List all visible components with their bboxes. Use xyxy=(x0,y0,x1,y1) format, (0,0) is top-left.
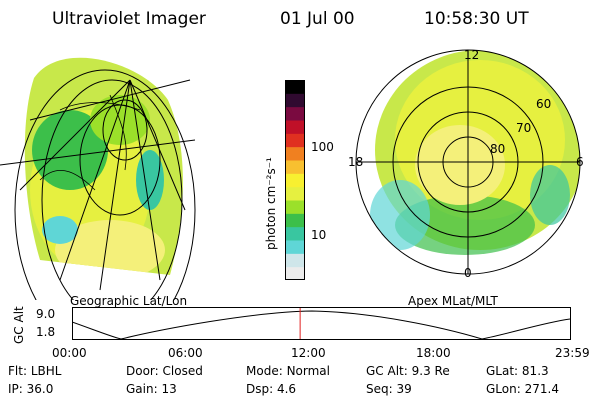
colorbar-band xyxy=(285,266,305,281)
polar-map: 12 18 6 0 60 70 80 xyxy=(348,48,584,280)
instrument-title: Ultraviolet Imager xyxy=(52,9,206,29)
altitude-curve xyxy=(72,310,571,340)
lat-label-70: 70 xyxy=(516,121,531,135)
timeline-xtick-1800: 18:00 xyxy=(416,346,451,360)
colorbar-band xyxy=(285,213,305,228)
status-dsp: Dsp: 4.6 xyxy=(246,382,297,396)
status-gain: Gain: 13 xyxy=(126,382,177,396)
colorbar-band xyxy=(285,173,305,188)
timeline-xtick-0000: 00:00 xyxy=(52,346,87,360)
colorbar-band xyxy=(285,200,305,214)
colorbar xyxy=(285,80,305,281)
mlt-label-6: 6 xyxy=(576,155,584,169)
altitude-timeline xyxy=(72,307,571,340)
colorbar-band xyxy=(285,106,305,121)
colorbar-band xyxy=(285,133,305,148)
colorbar-border xyxy=(285,80,305,280)
status-glat: GLat: 81.3 xyxy=(486,364,549,378)
date-label: 01 Jul 00 xyxy=(280,9,355,29)
colorbar-band xyxy=(285,240,305,254)
colorbar-band xyxy=(285,226,305,241)
colorbar-tick-100: 100 xyxy=(311,140,334,154)
timeline-xtick-1200: 12:00 xyxy=(291,346,326,360)
polar-grid xyxy=(355,49,581,275)
timeline-ytick-9: 9.0 xyxy=(36,307,56,321)
status-gc-alt: GC Alt: 9.3 Re xyxy=(366,364,450,378)
mlt-label-12: 12 xyxy=(464,48,479,62)
colorbar-band xyxy=(285,80,305,94)
status-glon: GLon: 271.4 xyxy=(486,382,559,396)
colorbar-gradient xyxy=(285,80,305,281)
status-flt: Flt: LBHL xyxy=(8,364,62,378)
status-seq: Seq: 39 xyxy=(366,382,412,396)
geographic-grid xyxy=(0,69,196,300)
colorbar-band xyxy=(285,146,305,161)
colorbar-band xyxy=(285,160,305,174)
timeline-xtick-0600: 06:00 xyxy=(168,346,203,360)
timeline-xtick-2359: 23:59 xyxy=(555,346,590,360)
timeline-ylabel: GC Alt xyxy=(12,306,26,344)
lat-label-80: 80 xyxy=(490,142,505,156)
mlt-label-18: 18 xyxy=(348,155,363,169)
colorbar-band xyxy=(285,93,305,108)
colorbar-tick-10: 10 xyxy=(311,228,327,242)
status-ip: IP: 36.0 xyxy=(8,382,54,396)
timeline-ytick-1-8: 1.8 xyxy=(36,325,56,339)
time-label: 10:58:30 UT xyxy=(424,9,529,29)
colorbar-unit-label: photon cm⁻²s⁻¹ xyxy=(264,157,278,250)
polar-map-label: Apex MLat/MLT xyxy=(408,294,498,308)
lat-label-60: 60 xyxy=(536,97,551,111)
geographic-map xyxy=(0,57,196,300)
status-door: Door: Closed xyxy=(126,364,203,378)
colorbar-band xyxy=(285,253,305,268)
mlt-label-0: 0 xyxy=(464,266,472,280)
geographic-map-label: Geographic Lat/Lon xyxy=(70,294,188,308)
status-mode: Mode: Normal xyxy=(246,364,330,378)
colorbar-band xyxy=(285,186,305,201)
colorbar-band xyxy=(285,120,305,134)
geographic-emission xyxy=(24,57,183,276)
